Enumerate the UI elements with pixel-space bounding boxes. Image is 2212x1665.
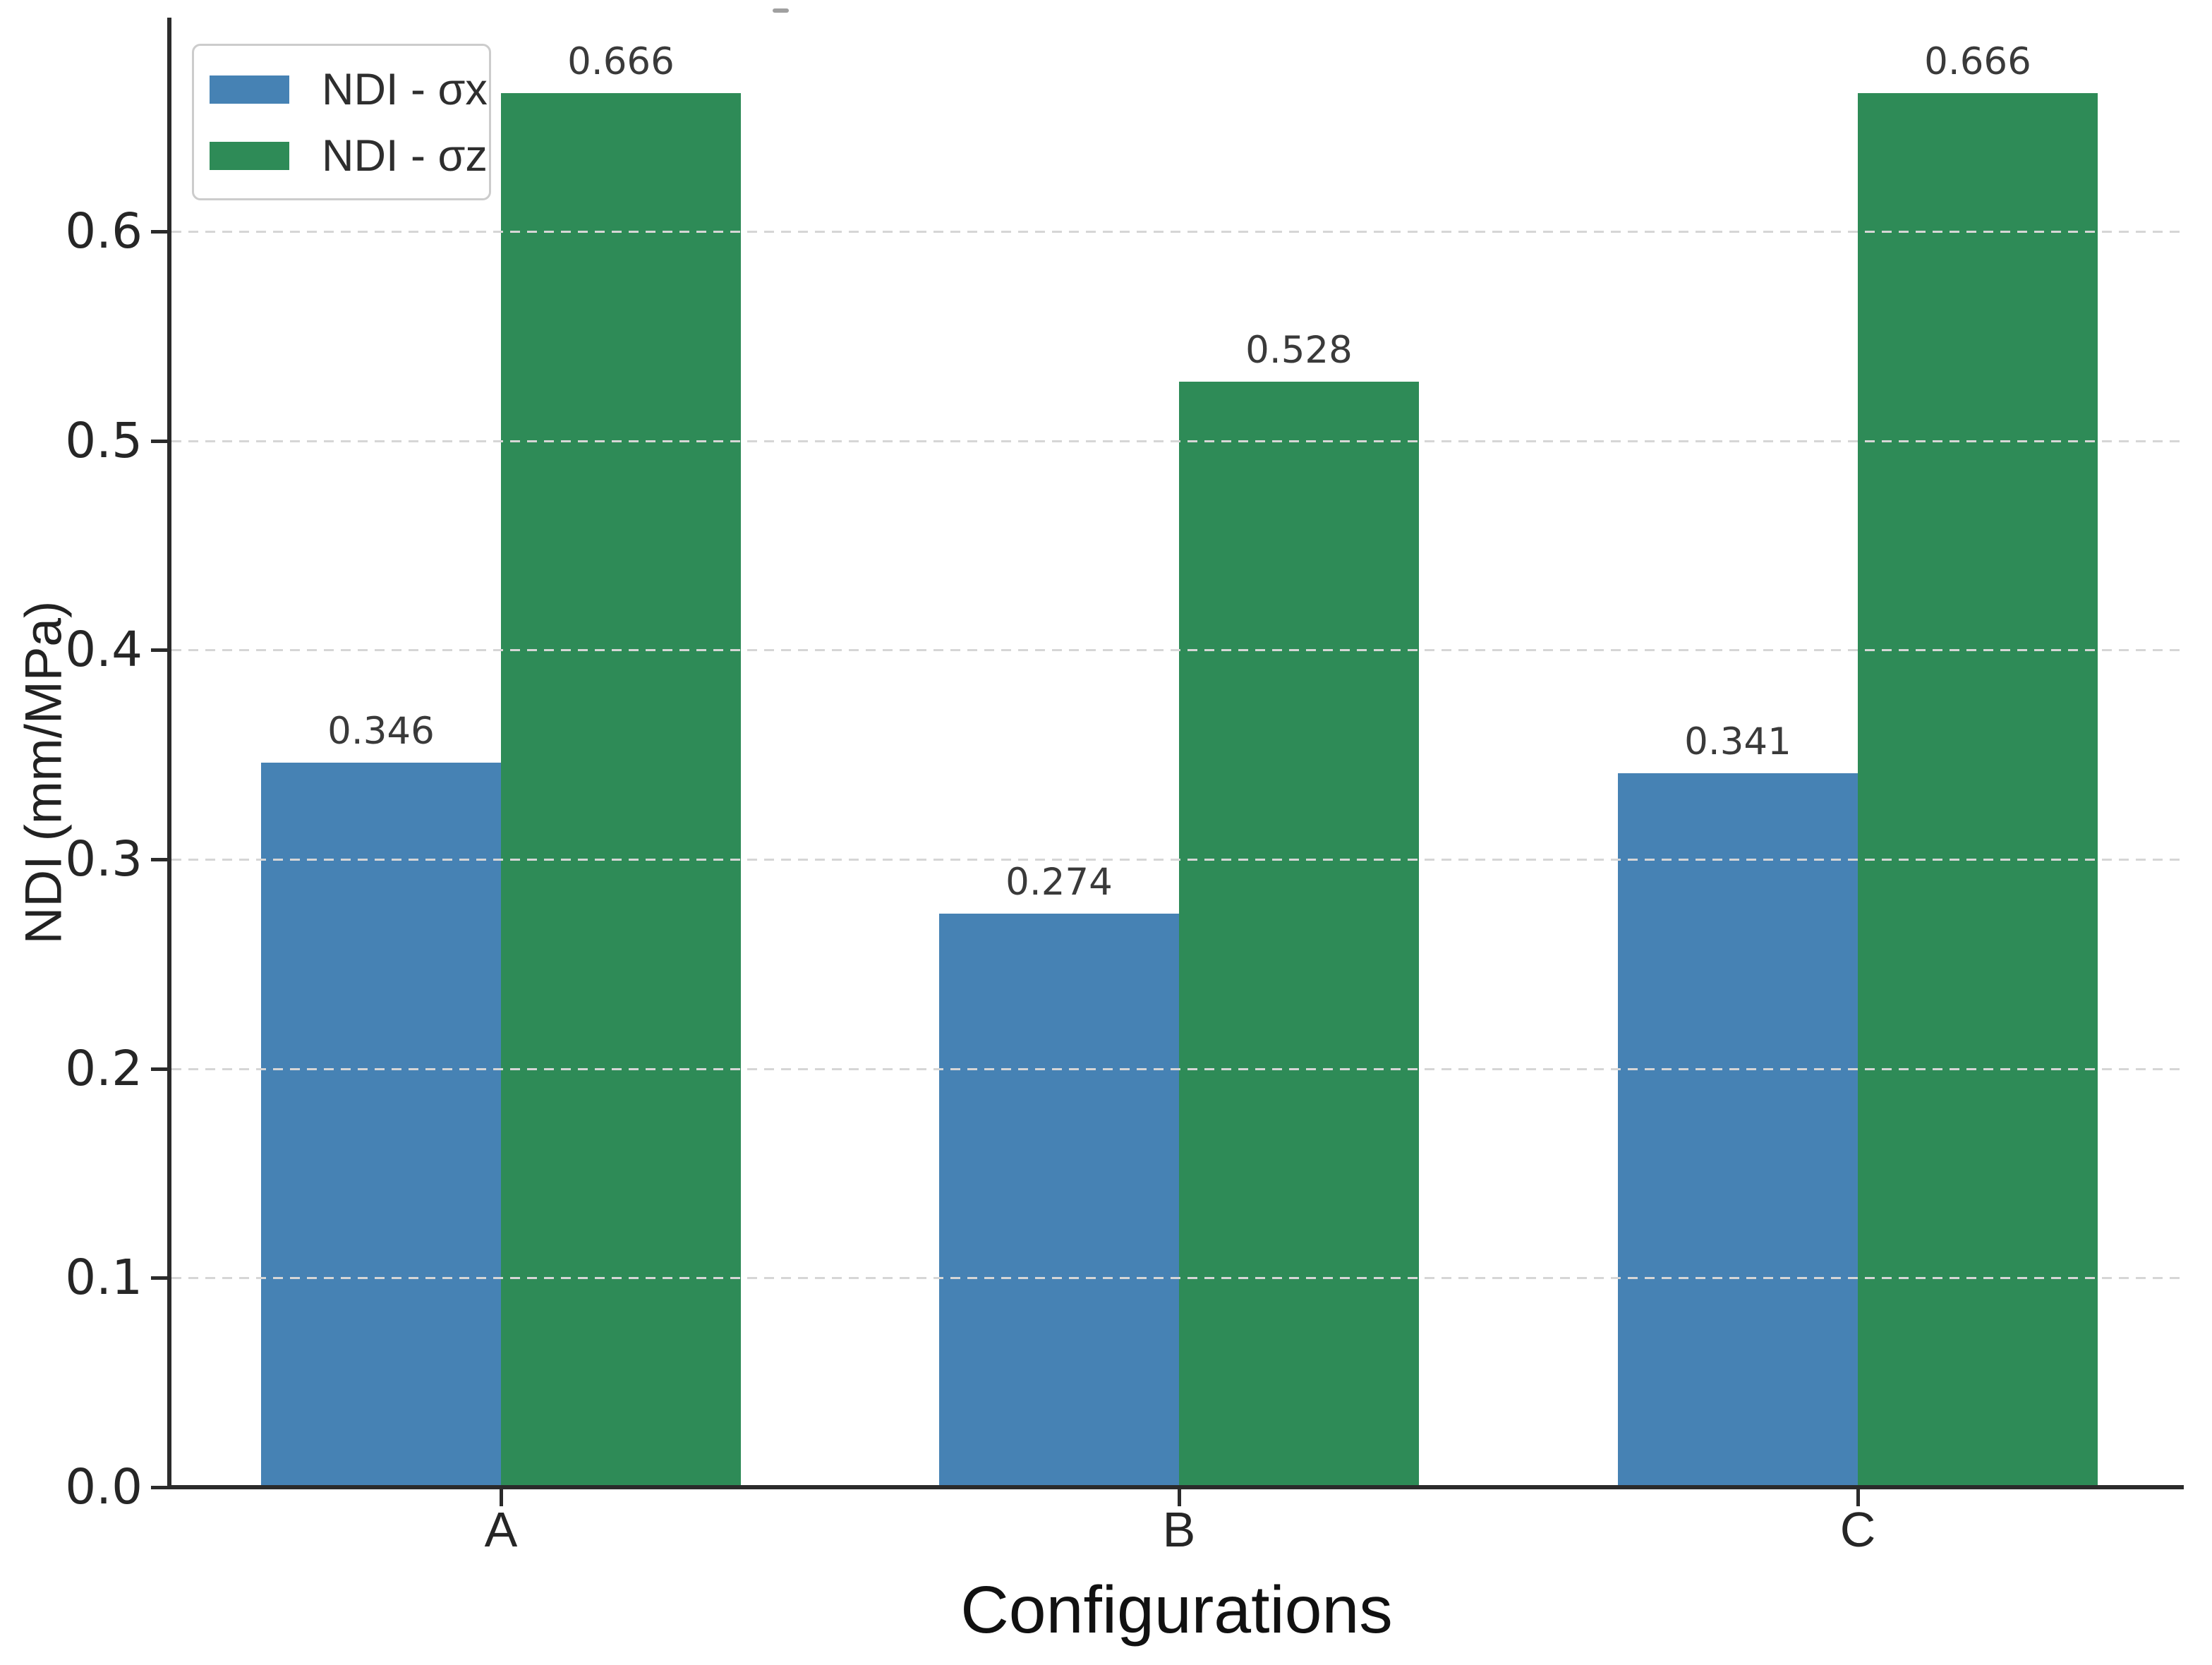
bar-sigma-x-C	[1618, 773, 1858, 1487]
legend-swatch-blue	[210, 75, 289, 104]
y-tick-mark	[151, 1276, 169, 1280]
bar-value-label: 0.666	[1924, 40, 2031, 83]
x-tick-mark	[1856, 1489, 1860, 1506]
bar-sigma-x-A	[261, 763, 501, 1487]
x-tick-mark	[1178, 1489, 1181, 1506]
y-tick-label: 0.0	[65, 1459, 143, 1515]
x-tick-mark	[500, 1489, 503, 1506]
y-tick-mark	[151, 648, 169, 653]
y-tick-label: 0.5	[65, 412, 143, 469]
y-tick-mark	[151, 229, 169, 234]
bar-value-label: 0.528	[1245, 329, 1353, 372]
legend-swatch-green	[210, 142, 289, 170]
legend-item-sigma-z: NDI - σz	[210, 131, 488, 181]
y-axis-spine	[167, 18, 171, 1489]
gridline-y-0.5	[171, 440, 2184, 442]
bar-value-label: 0.666	[567, 40, 675, 83]
bar-sigma-z-C	[1858, 93, 2098, 1487]
x-axis-label: Configurations	[960, 1573, 1393, 1647]
y-tick-label: 0.1	[65, 1249, 143, 1307]
y-tick-label: 0.2	[65, 1040, 143, 1097]
bar-sigma-z-B	[1179, 382, 1419, 1487]
legend-label: NDI - σx	[322, 65, 488, 114]
bar-value-label: 0.346	[327, 710, 435, 753]
y-tick-mark	[151, 439, 169, 443]
legend-label: NDI - σz	[322, 131, 488, 181]
bar-sigma-z-A	[501, 93, 741, 1487]
bar-sigma-x-B	[939, 914, 1179, 1487]
bar-value-label: 0.274	[1005, 861, 1113, 904]
cropped-title-artifact	[773, 8, 789, 13]
x-tick-label-C: C	[1839, 1502, 1876, 1557]
y-tick-mark	[151, 1067, 169, 1071]
legend: NDI - σx NDI - σz	[192, 44, 491, 200]
x-tick-label-A: A	[484, 1502, 518, 1557]
y-tick-mark	[151, 857, 169, 861]
gridline-y-0.6	[171, 230, 2184, 233]
gridline-y-0.2	[171, 1067, 2184, 1070]
legend-item-sigma-x: NDI - σx	[210, 64, 488, 115]
y-tick-label: 0.3	[65, 830, 143, 888]
y-tick-mark	[151, 1486, 169, 1489]
gridline-y-0.1	[171, 1277, 2184, 1280]
bar-value-label: 0.341	[1684, 720, 1791, 763]
y-tick-label: 0.4	[65, 622, 143, 679]
x-axis-spine	[167, 1485, 2184, 1489]
y-tick-label: 0.6	[65, 202, 143, 260]
gridline-y-0.4	[171, 649, 2184, 652]
x-tick-label-B: B	[1162, 1502, 1196, 1557]
gridline-y-0.3	[171, 858, 2184, 861]
